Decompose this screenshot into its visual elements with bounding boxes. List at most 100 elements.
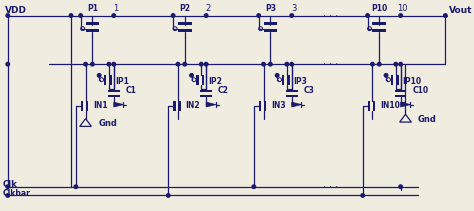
Circle shape <box>394 62 398 66</box>
Circle shape <box>112 62 116 66</box>
Bar <box>286 90 298 92</box>
Bar <box>109 75 112 85</box>
Bar <box>395 90 407 92</box>
Text: IP3: IP3 <box>294 77 308 86</box>
Bar <box>391 75 393 85</box>
Text: 10: 10 <box>397 4 408 13</box>
Bar <box>264 29 277 32</box>
Text: IP1: IP1 <box>116 77 129 86</box>
Circle shape <box>269 62 272 66</box>
Bar <box>108 95 119 97</box>
Text: · · ·: · · · <box>323 182 338 192</box>
Text: 1: 1 <box>113 4 118 13</box>
Circle shape <box>275 74 279 77</box>
Bar <box>178 101 181 111</box>
Circle shape <box>290 14 293 17</box>
Polygon shape <box>206 102 216 107</box>
Bar <box>264 101 266 111</box>
Bar <box>367 101 370 111</box>
Circle shape <box>399 14 402 17</box>
Text: IN1: IN1 <box>93 101 108 111</box>
Bar <box>196 75 199 85</box>
Circle shape <box>361 194 365 197</box>
Circle shape <box>200 62 203 66</box>
Text: · · ·: · · · <box>323 59 338 69</box>
Circle shape <box>6 14 9 17</box>
Circle shape <box>79 14 82 17</box>
Circle shape <box>371 62 374 66</box>
Circle shape <box>444 14 447 17</box>
Text: · · ·: · · · <box>323 11 338 20</box>
Bar <box>86 29 99 32</box>
Circle shape <box>74 185 78 188</box>
Bar <box>81 101 83 111</box>
Circle shape <box>399 62 402 66</box>
Text: IN10: IN10 <box>380 101 400 111</box>
Circle shape <box>257 14 260 17</box>
Circle shape <box>6 194 9 197</box>
Circle shape <box>384 74 388 77</box>
Text: P2: P2 <box>179 4 190 13</box>
Bar <box>104 75 107 85</box>
Bar <box>202 75 204 85</box>
Text: C2: C2 <box>218 86 228 95</box>
Circle shape <box>204 14 208 17</box>
Circle shape <box>190 74 193 77</box>
Bar <box>178 29 191 32</box>
Bar <box>373 29 386 32</box>
Circle shape <box>69 14 73 17</box>
Text: Vout: Vout <box>449 6 473 15</box>
Circle shape <box>366 14 369 17</box>
Text: IN3: IN3 <box>271 101 286 111</box>
Circle shape <box>84 62 87 66</box>
Bar <box>395 95 407 97</box>
Text: IN2: IN2 <box>186 101 201 111</box>
Bar <box>286 95 298 97</box>
Polygon shape <box>401 102 410 107</box>
Text: C1: C1 <box>126 86 137 95</box>
Circle shape <box>285 62 289 66</box>
Bar <box>201 95 212 97</box>
Bar <box>259 101 261 111</box>
Circle shape <box>171 14 175 17</box>
Bar <box>86 101 89 111</box>
Text: IP10: IP10 <box>402 77 422 86</box>
Bar <box>287 75 290 85</box>
Circle shape <box>112 14 116 17</box>
Text: P3: P3 <box>265 4 276 13</box>
Circle shape <box>107 62 110 66</box>
Circle shape <box>252 185 255 188</box>
Circle shape <box>290 62 293 66</box>
Text: Clkbar: Clkbar <box>3 189 31 198</box>
Circle shape <box>6 185 9 188</box>
Text: Gnd: Gnd <box>98 119 117 128</box>
Bar <box>282 75 284 85</box>
Text: 2: 2 <box>205 4 211 13</box>
Text: C3: C3 <box>303 86 314 95</box>
Circle shape <box>377 62 381 66</box>
Text: 3: 3 <box>291 4 296 13</box>
Text: Gnd: Gnd <box>417 115 436 124</box>
Text: VDD: VDD <box>5 6 27 15</box>
Polygon shape <box>292 102 301 107</box>
Polygon shape <box>114 102 124 107</box>
Bar <box>108 90 119 92</box>
Circle shape <box>166 194 170 197</box>
Bar <box>396 75 399 85</box>
Bar <box>86 22 99 25</box>
Bar <box>173 101 175 111</box>
Bar <box>201 90 212 92</box>
Text: P1: P1 <box>87 4 98 13</box>
Circle shape <box>6 62 9 66</box>
Text: Clk: Clk <box>3 180 18 189</box>
Circle shape <box>176 62 180 66</box>
Text: P10: P10 <box>371 4 387 13</box>
Bar <box>373 101 375 111</box>
Circle shape <box>98 74 101 77</box>
Bar <box>264 22 277 25</box>
Bar <box>178 22 191 25</box>
Bar <box>373 22 386 25</box>
Text: C10: C10 <box>412 86 428 95</box>
Circle shape <box>399 185 402 188</box>
Circle shape <box>262 62 265 66</box>
